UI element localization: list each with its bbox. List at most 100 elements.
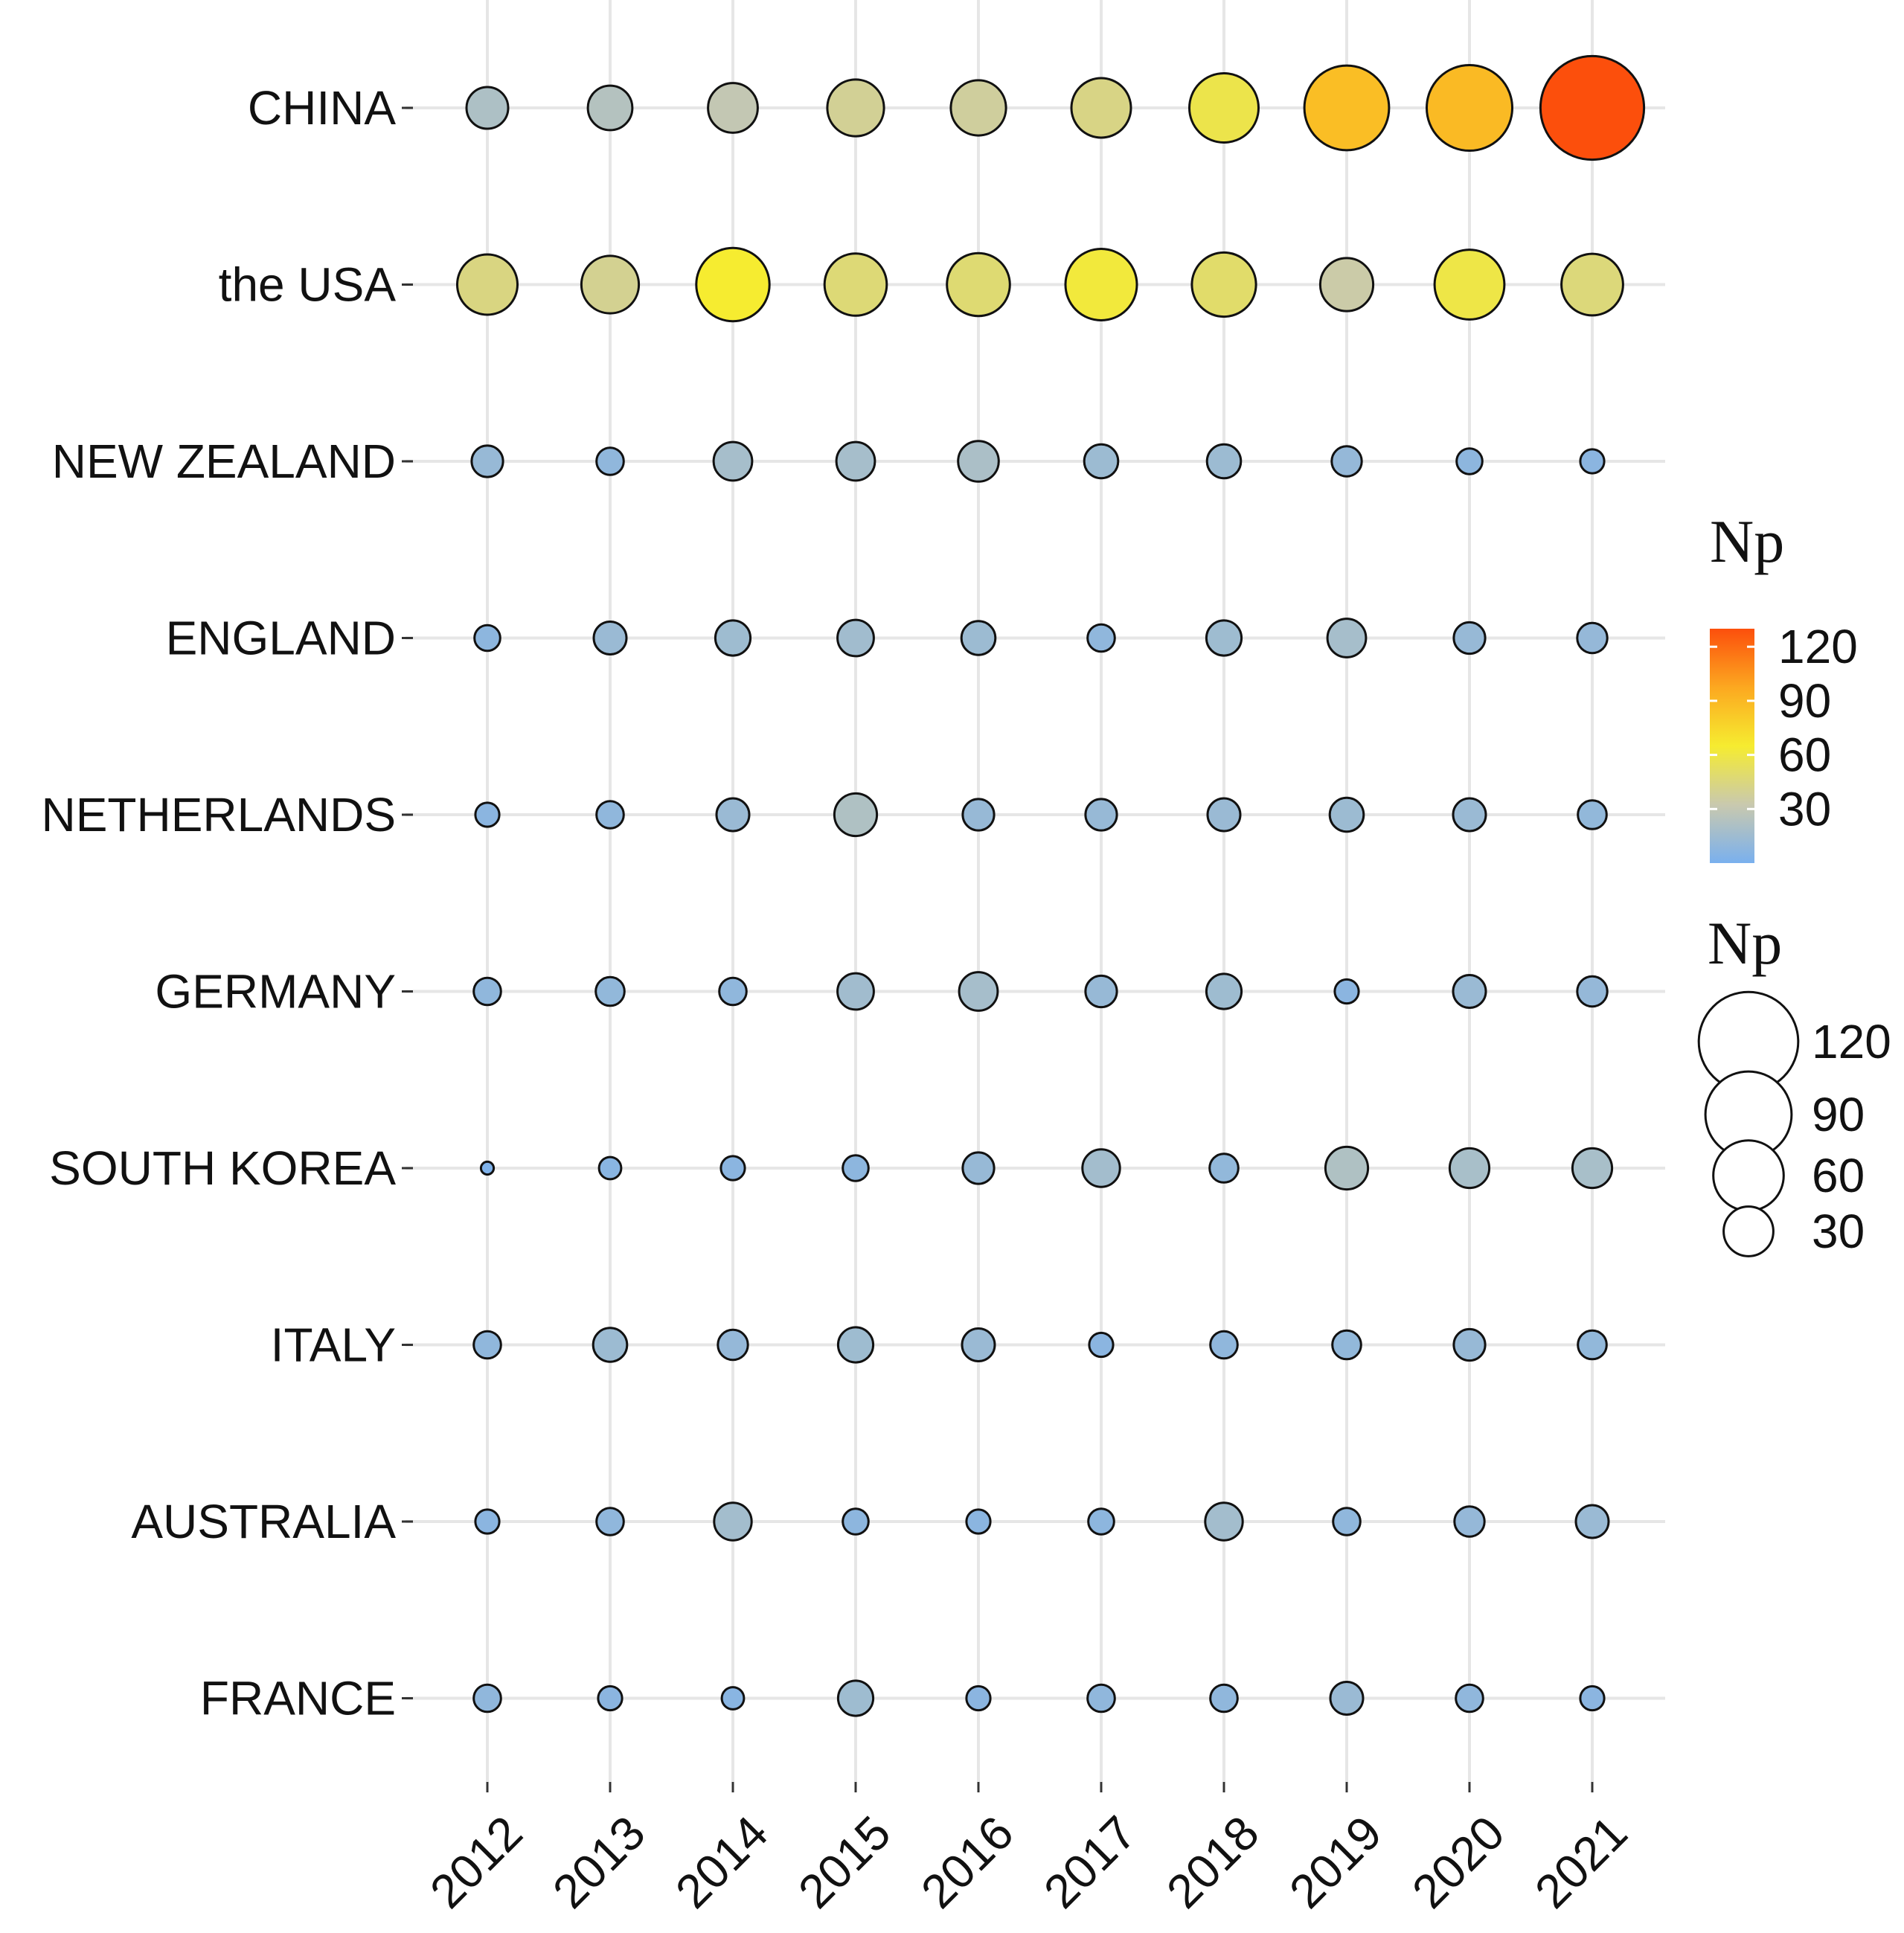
bubble-point	[1329, 1681, 1365, 1716]
bubble-point	[473, 624, 501, 653]
x-tick-label: 2012	[420, 1806, 533, 1919]
bubble-point	[597, 1684, 624, 1712]
bubble-point	[713, 1501, 753, 1542]
bubble-point	[949, 79, 1007, 137]
x-tick-label: 2018	[1156, 1806, 1269, 1919]
bubble-point	[1064, 248, 1138, 321]
bubble-point	[717, 1328, 749, 1362]
bubble-point	[1086, 623, 1116, 653]
y-tick-label: NEW ZEALAND	[52, 435, 396, 488]
bubble-point	[474, 1508, 501, 1535]
size-legend-label: 30	[1812, 1205, 1865, 1258]
x-tick-label: 2016	[911, 1806, 1024, 1919]
bubble-point	[1333, 978, 1360, 1005]
bubble-point	[695, 246, 771, 323]
y-tick-label: GERMANY	[155, 965, 396, 1019]
bubble-point	[714, 619, 752, 657]
bubble-point	[594, 975, 626, 1007]
bubble-point	[595, 446, 625, 476]
bubble-point	[1084, 974, 1118, 1009]
bubble-point	[1331, 1329, 1362, 1361]
bubble-point	[1088, 1331, 1115, 1359]
size-legend-label: 60	[1812, 1149, 1865, 1202]
y-tick-label: ITALY	[271, 1318, 396, 1372]
bubble-point	[961, 1327, 996, 1362]
bubble-point	[1452, 1327, 1487, 1362]
bubble-point	[720, 1686, 746, 1711]
bubble-point	[836, 1679, 875, 1717]
size-legend-circle	[1712, 1139, 1785, 1212]
bubble-point	[836, 1326, 875, 1364]
bubble-point	[472, 1330, 502, 1360]
bubble-point	[836, 972, 875, 1011]
bubble-point	[1209, 1330, 1239, 1360]
y-tick-label: CHINA	[248, 81, 396, 135]
bubble-point	[470, 444, 504, 478]
bubble-point	[719, 1155, 746, 1182]
bubble-point	[1448, 1147, 1491, 1190]
bubble-point	[826, 78, 885, 138]
x-axis: 2012 2013 2014 2015 2016 2017 2018 2019 2020 2021	[420, 1782, 1638, 1918]
bubble-point	[1205, 619, 1243, 657]
bubble-point	[1318, 257, 1375, 312]
bubble-point	[1577, 799, 1608, 830]
bubble-point	[965, 1684, 992, 1712]
bubble-point	[472, 976, 502, 1007]
bubble-point	[946, 251, 1011, 318]
bubble-point	[957, 440, 1000, 483]
bubble-point	[1205, 443, 1243, 480]
bubble-point	[1086, 1683, 1116, 1714]
bubble-point	[1560, 252, 1624, 317]
color-legend-title: Np	[1710, 507, 1784, 575]
bubble-point	[961, 1151, 996, 1185]
bubble-point	[961, 798, 996, 832]
bubble-point	[836, 618, 875, 658]
bubble-point	[1452, 974, 1487, 1009]
bubble-point	[592, 621, 628, 655]
y-tick-label: FRANCE	[200, 1672, 396, 1725]
bubble-point	[1205, 972, 1243, 1010]
colorbar-tick-label: 90	[1778, 674, 1831, 728]
bubble-point	[712, 440, 754, 482]
bubble-point	[1087, 1507, 1115, 1536]
bubble-point	[835, 440, 876, 482]
bubble-point	[707, 82, 759, 134]
bubble-point	[960, 620, 997, 656]
bubble-point	[1206, 797, 1242, 833]
bubble-point	[1426, 64, 1513, 152]
bubble-point	[597, 1155, 623, 1181]
bubble-point	[1083, 443, 1120, 480]
x-tick-label: 2019	[1279, 1806, 1392, 1919]
size-legend-label: 90	[1812, 1088, 1865, 1141]
x-tick-label: 2021	[1525, 1806, 1638, 1919]
x-tick-label: 2013	[542, 1806, 655, 1919]
colorbar-tick-label: 60	[1778, 728, 1831, 782]
bubble-point	[833, 792, 879, 838]
bubble-point	[842, 1154, 870, 1182]
size-legend-label: 120	[1812, 1015, 1891, 1068]
bubble-point	[595, 800, 625, 830]
data-points	[456, 54, 1646, 1717]
y-tick-label: the USA	[219, 258, 397, 312]
bubble-point	[1328, 796, 1365, 833]
bubble-point	[1579, 1684, 1606, 1712]
bubble-point	[595, 1507, 625, 1536]
bubble-point	[1084, 798, 1118, 832]
bubble-point	[1574, 1504, 1610, 1539]
bubble-point	[1579, 448, 1606, 475]
bubble-point	[823, 252, 888, 317]
bubble-point	[1571, 1147, 1614, 1190]
bubble-point	[1576, 621, 1609, 655]
y-tick-label: NETHERLANDS	[41, 788, 396, 842]
bubble-point	[1190, 251, 1257, 318]
bubble-point	[1208, 1153, 1240, 1184]
bubble-point	[1330, 445, 1363, 478]
bubble-point	[1433, 249, 1506, 321]
y-axis: CHINA the USA NEW ZEALAND ENGLAND NETHERLAND…	[41, 81, 413, 1725]
bubble-point	[479, 1160, 496, 1176]
size-legend-circle	[1722, 1205, 1775, 1257]
